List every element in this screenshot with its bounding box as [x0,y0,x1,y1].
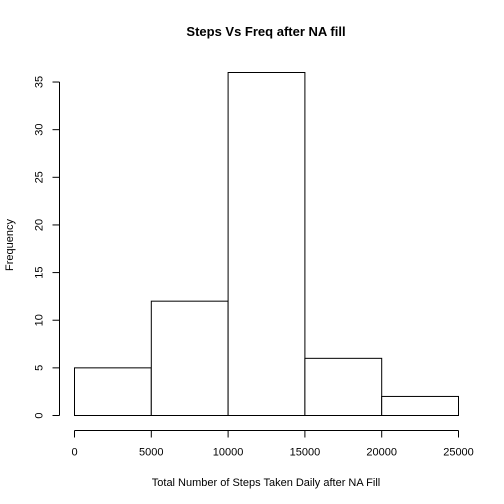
x-axis-label: Total Number of Steps Taken Daily after … [152,477,380,489]
y-axis: 0 5 10 15 20 25 30 35 [34,76,60,419]
histogram-bars [74,72,460,417]
y-tick-label: 30 [34,124,46,136]
histogram-bar-2 [227,72,306,416]
y-tick-label: 25 [34,171,46,183]
x-tick-label: 5000 [139,447,163,459]
y-axis-label: Frequency [4,219,16,271]
histogram-bar-3 [304,357,383,417]
histogram-bar-0 [74,367,152,417]
y-tick-label: 35 [34,76,46,88]
histogram-bar-4 [381,395,460,417]
x-tick-label: 0 [71,447,77,459]
x-tick-label: 15000 [290,447,321,459]
x-tick-label: 10000 [213,447,244,459]
y-tick-label: 10 [34,314,46,326]
x-tick-label: 25000 [443,447,474,459]
chart-title: Steps Vs Freq after NA fill [186,24,345,39]
y-tick-label: 0 [34,412,46,418]
y-tick-label: 20 [34,219,46,231]
y-tick-label: 5 [34,365,46,371]
histogram-bar-1 [150,300,229,416]
x-tick-label: 20000 [366,447,397,459]
y-tick-label: 15 [34,266,46,278]
x-axis: 0 5000 10000 15000 20000 25000 [71,430,474,459]
